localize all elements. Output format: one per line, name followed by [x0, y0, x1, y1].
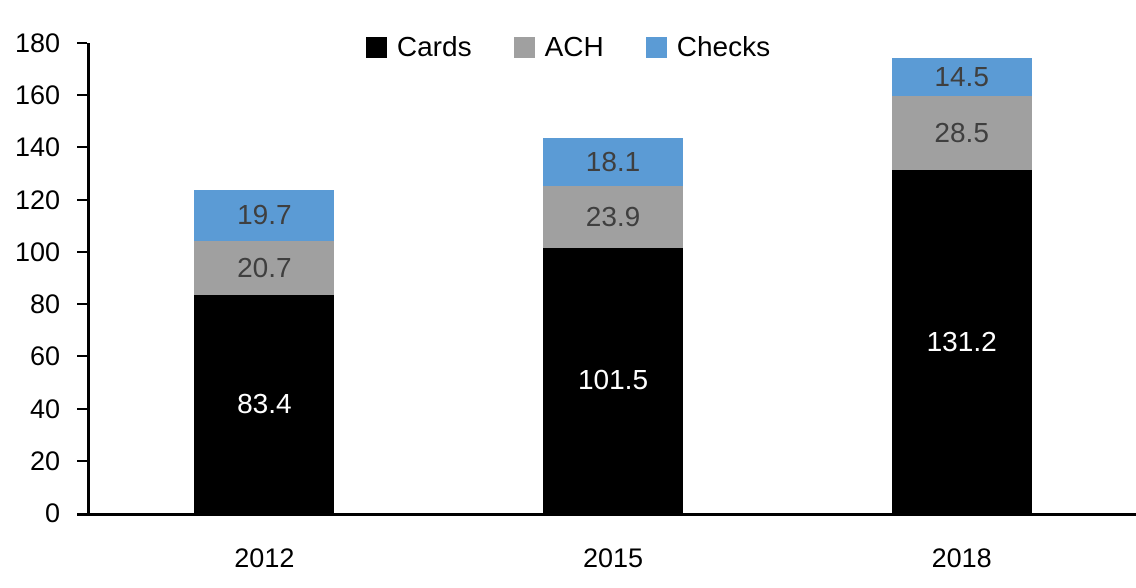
y-axis-tick — [77, 146, 87, 149]
y-axis-tick-label: 140 — [14, 132, 60, 163]
x-axis-category-label: 2012 — [234, 543, 295, 573]
y-axis-tick-label: 180 — [14, 28, 60, 58]
bar-segment-checks-2018: 14.5 — [891, 58, 1032, 96]
legend-label: ACH — [544, 31, 604, 62]
x-axis-category-label: 2015 — [582, 543, 644, 573]
y-axis-tick-label: 20 — [29, 445, 60, 476]
chart-legend: Cards ACH Checks — [0, 33, 1136, 61]
y-axis-tick-label: 0 — [44, 498, 60, 528]
y-axis-tick — [77, 303, 87, 306]
y-axis-tick-label: 100 — [14, 236, 60, 267]
y-axis-tick — [77, 94, 87, 97]
bar-value-label: 83.4 — [237, 388, 292, 420]
y-axis-line — [87, 43, 90, 513]
legend-label: Checks — [676, 31, 771, 62]
bar-value-label: 23.9 — [585, 200, 641, 232]
bar-segment-checks-2012: 19.7 — [194, 189, 335, 242]
y-axis-tick — [77, 250, 87, 253]
legend-item-checks: Checks — [645, 31, 771, 62]
bar-value-label: 20.7 — [237, 252, 292, 284]
legend-swatch-cards-icon — [365, 36, 387, 58]
bar-segment-cards-2018: 131.2 — [891, 170, 1032, 513]
y-axis-tick — [77, 198, 87, 201]
bar-value-label: 101.5 — [577, 364, 649, 396]
legend-item-ach: ACH — [513, 31, 604, 62]
y-axis-tick-label: 80 — [29, 289, 60, 320]
bar-value-label: 131.2 — [926, 325, 997, 357]
bar-value-label: 14.5 — [934, 61, 989, 93]
bar-segment-cards-2015: 101.5 — [543, 247, 683, 513]
bar-value-label: 19.7 — [237, 199, 292, 231]
y-axis-tick — [77, 355, 87, 358]
legend-swatch-ach-icon — [513, 36, 535, 58]
y-axis-tick-label: 40 — [29, 393, 60, 424]
bar-segment-checks-2015: 18.1 — [543, 138, 683, 186]
legend-item-cards: Cards — [365, 31, 472, 62]
bar-segment-cards-2012: 83.4 — [194, 295, 335, 513]
bar-value-label: 18.1 — [585, 145, 641, 177]
bar-segment-ach-2018: 28.5 — [891, 96, 1032, 171]
y-axis-tick-label: 160 — [14, 80, 60, 111]
bar-segment-ach-2015: 23.9 — [543, 185, 683, 248]
legend-label: Cards — [396, 31, 472, 62]
bar-value-label: 28.5 — [934, 117, 989, 149]
legend-swatch-checks-icon — [645, 36, 667, 58]
x-axis-category-label: 2018 — [931, 543, 992, 573]
y-axis-tick-label: 120 — [14, 184, 60, 215]
bar-segment-ach-2012: 20.7 — [194, 241, 335, 296]
y-axis-tick-label: 60 — [29, 341, 60, 372]
y-axis-tick — [77, 42, 87, 44]
y-axis-tick — [77, 407, 87, 410]
y-axis-tick — [77, 459, 87, 462]
x-axis-line — [77, 513, 1136, 516]
